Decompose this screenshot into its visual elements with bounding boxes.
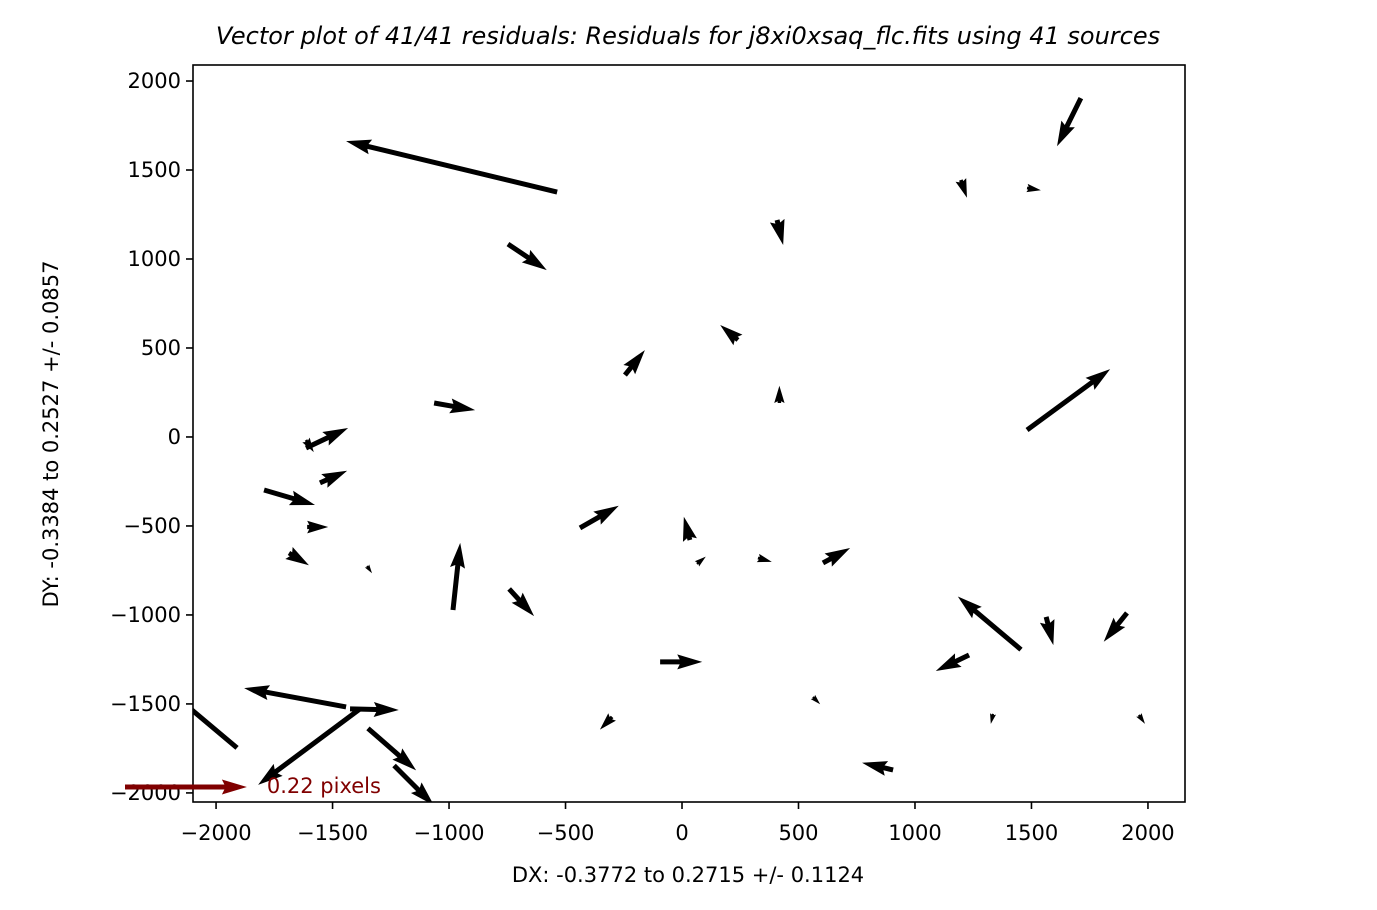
residual-arrow [774,385,785,403]
residual-arrow [578,505,619,531]
x-tick-label: 500 [778,821,818,845]
residual-arrow [263,487,316,506]
residual-arrow [862,761,894,776]
residual-arrow [756,553,772,563]
key-label: 0.22 pixels [267,774,381,798]
residual-arrow [507,587,535,617]
residual-arrow [302,437,314,453]
x-tick-label: −2000 [181,821,252,845]
residual-arrow [346,139,558,195]
residual-arrow [1026,183,1041,193]
chart-title: Vector plot of 41/41 residuals: Residual… [216,22,1160,50]
residual-arrow [1103,611,1129,642]
x-tick-label: 1000 [888,821,941,845]
residual-arrow [1039,616,1055,646]
x-tick-label: 1500 [1005,821,1058,845]
plot-area [193,97,1145,802]
residual-arrow [1057,97,1084,147]
x-tick-label: −1000 [414,821,485,845]
residual-arrow [694,556,706,567]
residual-arrow [821,548,851,567]
residual-arrow [660,654,703,670]
residual-arrow [285,547,309,566]
y-tick-label: 0 [168,425,181,449]
residual-arrow [304,428,349,451]
key-arrow [125,779,247,795]
residual-arrow [364,564,373,574]
plot-frame [192,64,1186,803]
residual-arrow [810,694,821,705]
x-tick-label: −500 [537,821,595,845]
residual-arrow [720,325,743,346]
y-tick-label: 500 [141,336,181,360]
x-tick-label: −1500 [297,821,368,845]
residual-arrow [193,707,239,750]
residual-arrow [622,350,645,377]
residual-arrow [599,713,616,730]
y-tick-label: 1000 [128,247,181,271]
residual-arrow [244,685,347,710]
residual-arrow [957,596,1023,652]
residual-arrow [349,701,399,717]
y-tick-label: 2000 [128,69,181,93]
residual-arrow [990,713,997,724]
residual-arrow [258,706,362,785]
residual-arrow [450,542,465,611]
y-tick-label: −1000 [110,603,181,627]
residual-arrow [318,470,348,488]
residual-arrow [955,178,967,198]
residual-arrow [682,516,697,542]
residual-arrow [433,398,476,414]
y-tick-label: 1500 [128,158,181,182]
residual-arrow [769,218,785,245]
residual-arrow [1136,713,1145,724]
residual-arrow [1025,369,1111,433]
residual-arrow [307,520,329,534]
residual-arrow [366,726,417,771]
x-tick-label: 0 [675,821,688,845]
residual-arrow [392,763,433,802]
y-axis-label: DY: -0.3384 to 0.2527 +/- 0.0857 [39,261,63,608]
y-tick-label: −1500 [110,692,181,716]
x-axis-label: DX: -0.3772 to 0.2715 +/- 0.1124 [512,863,864,887]
residual-arrow [506,241,547,271]
residual-arrow [935,652,971,672]
y-tick-label: −500 [123,514,181,538]
x-tick-label: 2000 [1121,821,1174,845]
